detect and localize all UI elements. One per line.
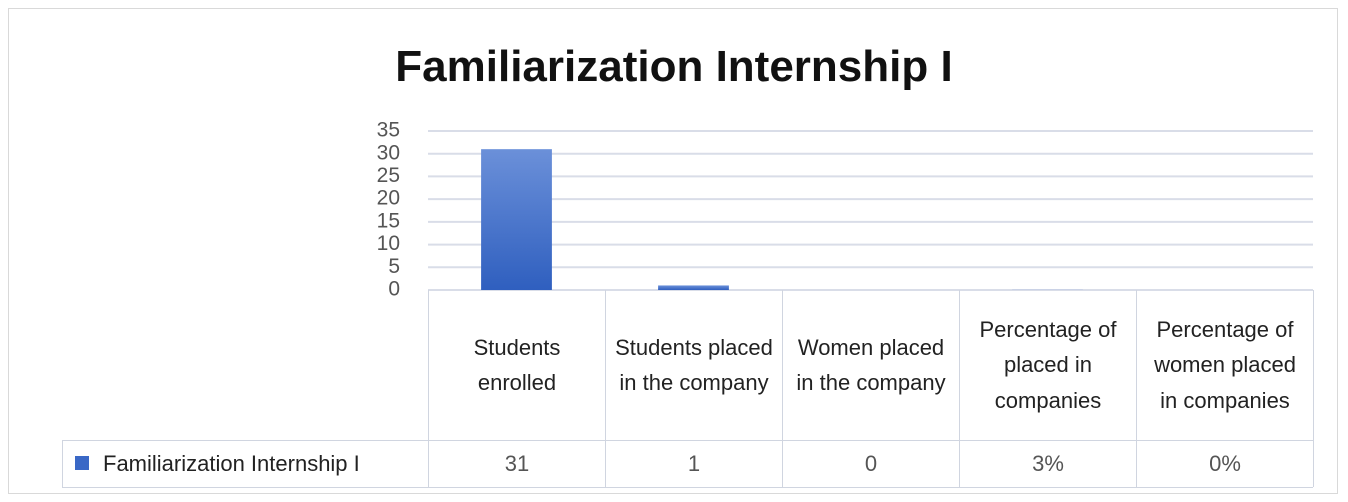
table-line [62, 440, 1313, 441]
bar [658, 285, 729, 290]
value-cell: 0 [782, 440, 959, 487]
chart-title: Familiarization Internship I [395, 42, 953, 91]
y-tick-label: 0 [388, 278, 400, 301]
value-cell: 3% [959, 440, 1136, 487]
category-cell: Percentage of women placed in companies [1136, 290, 1313, 440]
value-cell: 0% [1136, 440, 1313, 487]
y-tick-label: 20 [377, 187, 400, 210]
table-line [62, 487, 1313, 488]
table-line [1313, 290, 1314, 487]
y-tick-label: 35 [377, 119, 400, 142]
chart-frame [8, 8, 1338, 494]
y-tick-label: 10 [377, 232, 400, 255]
y-tick-label: 25 [377, 164, 400, 187]
category-cell: Percentage of placed in companies [959, 290, 1136, 440]
category-cell: Women placed in the company [782, 290, 959, 440]
legend-cell: Familiarization Internship I [62, 440, 428, 487]
y-tick-label: 30 [377, 141, 400, 164]
value-cell: 31 [428, 440, 605, 487]
category-cell: Students enrolled [428, 290, 605, 440]
value-cell: 1 [605, 440, 782, 487]
bar [481, 149, 552, 290]
y-tick-label: 5 [388, 255, 400, 278]
category-cell: Students placed in the company [605, 290, 782, 440]
y-tick-label: 15 [377, 209, 400, 232]
legend-key [75, 456, 89, 470]
